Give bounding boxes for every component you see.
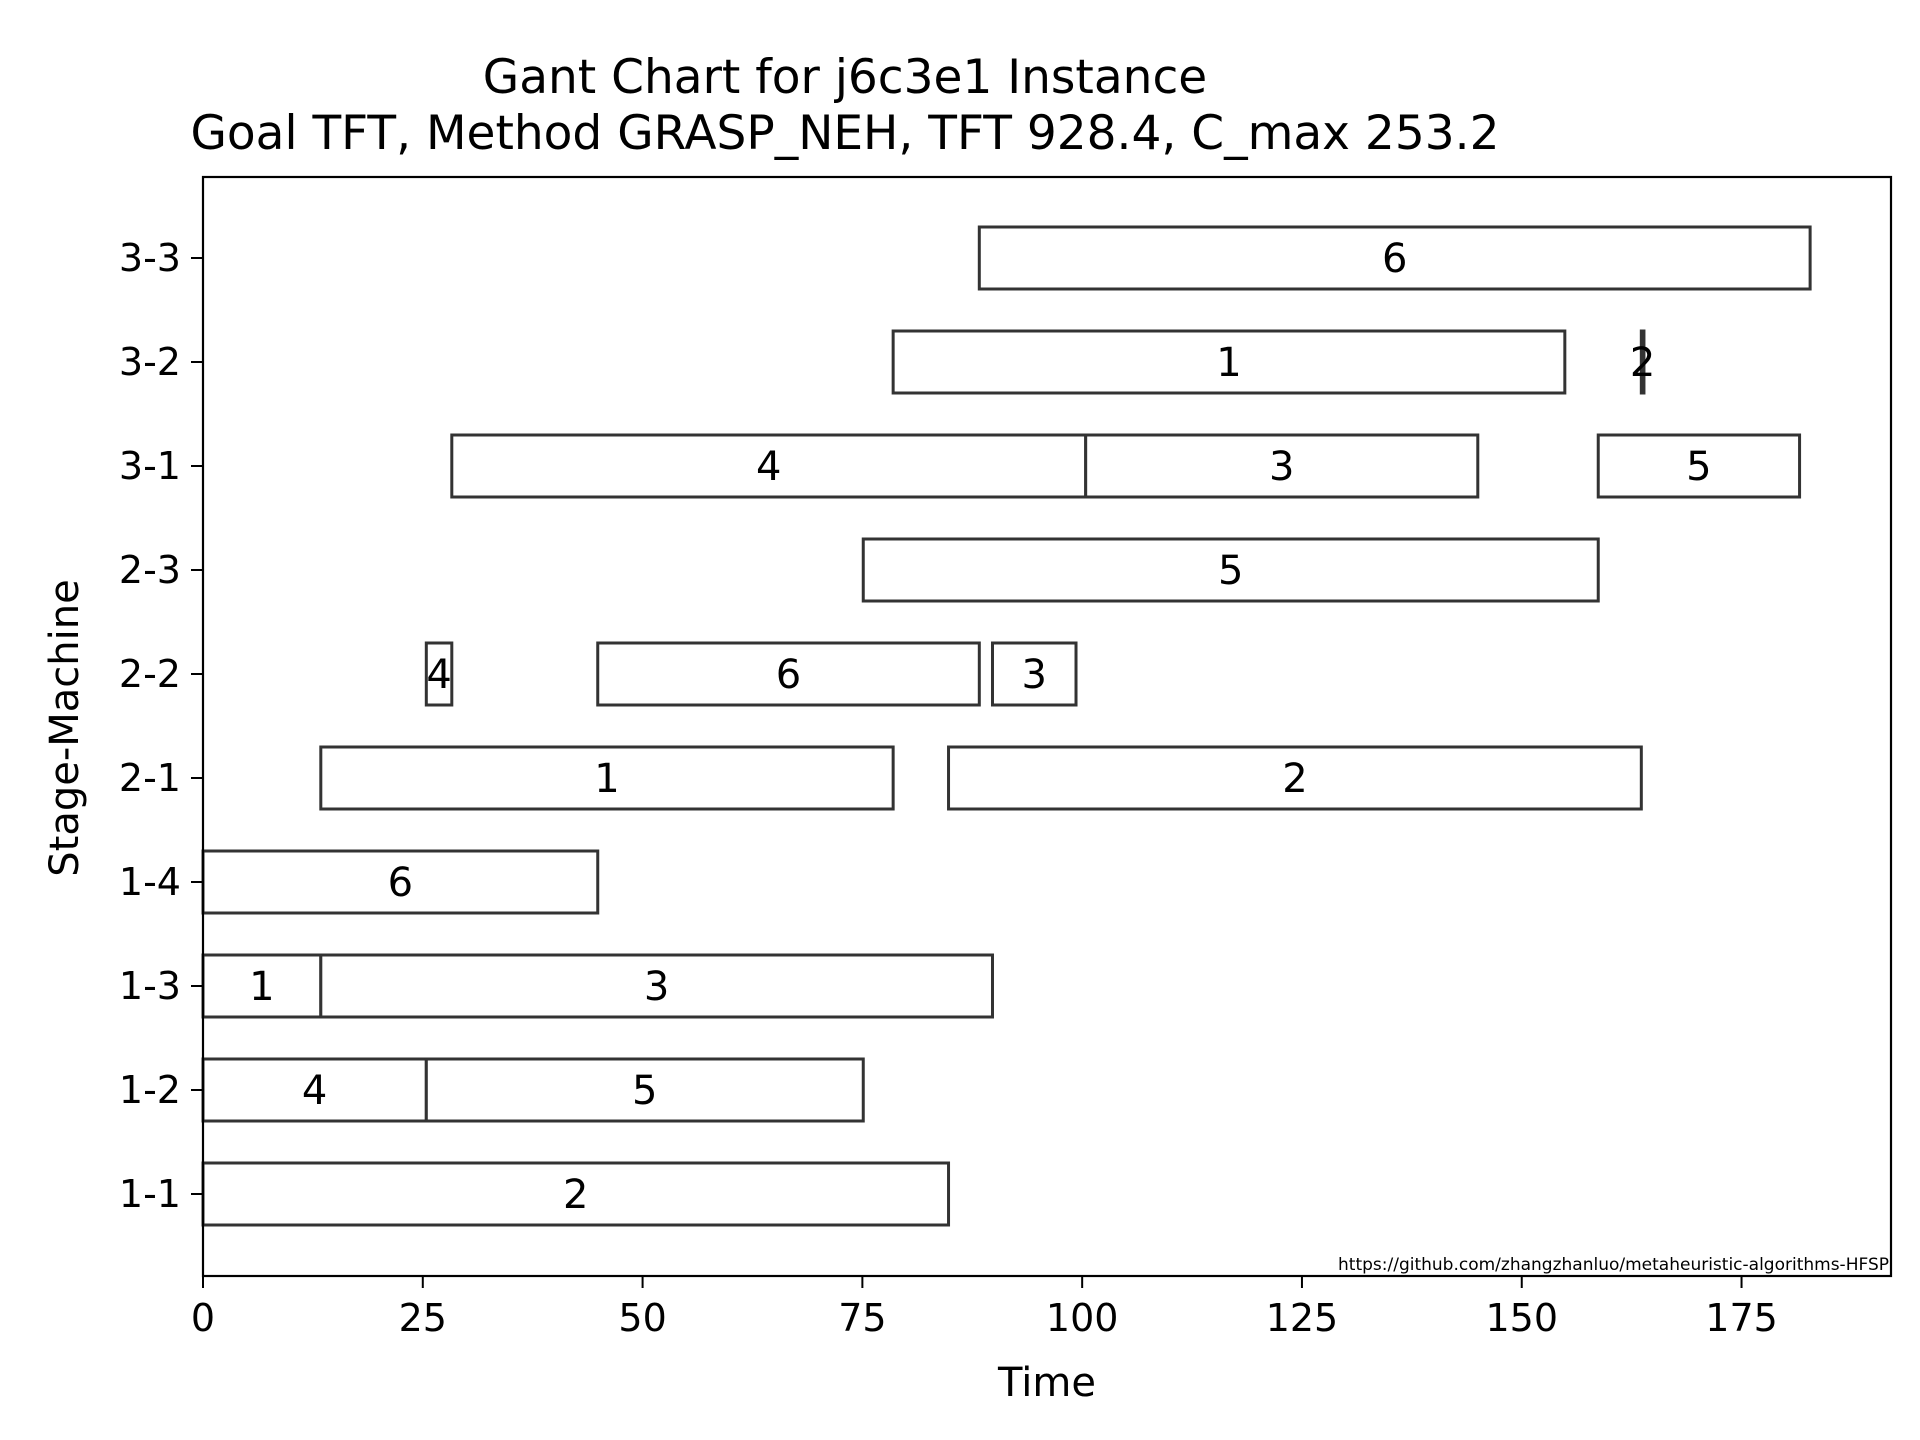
x-axis-label: Time xyxy=(997,1360,1096,1406)
task-bar-2-1-job-2: 2 xyxy=(947,745,1643,811)
task-bar-label: 6 xyxy=(1382,236,1407,282)
y-tick-label: 3-1 xyxy=(119,444,181,488)
task-bar-1-1-job-2: 2 xyxy=(201,1161,951,1227)
x-tick-label: 125 xyxy=(1266,1296,1339,1340)
task-bar-3-1-job-3: 3 xyxy=(1084,433,1480,499)
task-bar-rect xyxy=(977,225,1812,291)
task-bar-1-3-job-1: 1 xyxy=(201,953,323,1019)
y-tick-label: 1-1 xyxy=(119,1172,181,1216)
y-axis: 1-1 1-2 1-3 1-4 2-1 2-2 2-3 3-1 3-2 3-3 xyxy=(119,236,203,1216)
x-tick-label: 25 xyxy=(399,1296,447,1340)
x-tick-label: 0 xyxy=(191,1296,215,1340)
task-bar-1-3-job-3: 3 xyxy=(319,953,994,1019)
task-bar-label: 1 xyxy=(594,756,619,802)
task-bar-2-2-job-3: 3 xyxy=(990,641,1078,707)
task-bar-rect xyxy=(319,745,895,811)
task-bar-1-2-job-4: 4 xyxy=(201,1057,428,1123)
task-bar-rect xyxy=(947,745,1643,811)
task-bar-1-2-job-5: 5 xyxy=(424,1057,865,1123)
x-tick-label: 150 xyxy=(1485,1296,1558,1340)
task-bar-rect xyxy=(319,953,994,1019)
task-bar-rect xyxy=(1084,433,1480,499)
task-bar-label: 3 xyxy=(1269,444,1294,490)
task-bar-1-4-job-6: 6 xyxy=(201,849,600,915)
task-bar-label: 2 xyxy=(1630,340,1655,386)
task-bar-rect xyxy=(424,1057,865,1123)
source-annotation: https://github.com/zhangzhanluo/metaheur… xyxy=(1338,1255,1889,1275)
task-bar-rect xyxy=(596,641,981,707)
task-bar-rect xyxy=(1639,329,1646,395)
y-axis-label: Stage-Machine xyxy=(42,579,88,876)
chart-title: Gant Chart for j6c3e1 Instance xyxy=(483,50,1207,105)
y-tick-label: 3-2 xyxy=(119,340,181,384)
y-tick-label: 1-4 xyxy=(119,860,181,904)
task-bar-3-2-job-2: 2 xyxy=(1630,329,1655,395)
x-tick-label: 100 xyxy=(1046,1296,1119,1340)
task-bar-label: 2 xyxy=(563,1172,588,1218)
task-bar-label: 3 xyxy=(1022,652,1047,698)
task-bar-3-3-job-6: 6 xyxy=(977,225,1812,291)
task-bar-label: 5 xyxy=(1218,548,1243,594)
task-bar-2-3-job-5: 5 xyxy=(861,537,1600,603)
task-bar-label: 3 xyxy=(644,964,669,1010)
task-bar-rect xyxy=(990,641,1078,707)
task-bar-2-2-job-6: 6 xyxy=(596,641,981,707)
task-bar-rect xyxy=(891,329,1567,395)
plot-frame xyxy=(201,175,1893,1278)
task-bar-label: 1 xyxy=(1216,340,1241,386)
bars-layer: 2 4 5 1 3 6 1 2 4 6 3 5 4 3 5 1 2 6 xyxy=(201,225,1812,1227)
chart-subtitle: Goal TFT, Method GRASP_NEH, TFT 928.4, C… xyxy=(191,106,1500,161)
x-tick-label: 175 xyxy=(1705,1296,1778,1340)
task-bar-2-1-job-1: 1 xyxy=(319,745,895,811)
task-bar-2-2-job-4: 4 xyxy=(424,641,454,707)
task-bar-rect xyxy=(450,433,1088,499)
task-bar-label: 5 xyxy=(1686,444,1711,490)
task-bar-label: 4 xyxy=(426,652,451,698)
task-bar-rect xyxy=(1596,433,1802,499)
task-bar-label: 1 xyxy=(249,964,274,1010)
y-tick-label: 3-3 xyxy=(119,236,181,280)
task-bar-3-1-job-4: 4 xyxy=(450,433,1088,499)
task-bar-rect xyxy=(424,641,454,707)
task-bar-rect xyxy=(861,537,1600,603)
y-tick-label: 2-3 xyxy=(119,548,181,592)
task-bar-label: 5 xyxy=(632,1068,657,1114)
y-tick-label: 2-1 xyxy=(119,756,181,800)
task-bar-rect xyxy=(201,1057,428,1123)
task-bar-3-1-job-5: 5 xyxy=(1596,433,1802,499)
task-bar-label: 6 xyxy=(388,860,413,906)
task-bar-label: 2 xyxy=(1282,756,1307,802)
y-tick-label: 1-2 xyxy=(119,1068,181,1112)
task-bar-3-2-job-1: 1 xyxy=(891,329,1567,395)
task-bar-label: 6 xyxy=(776,652,801,698)
x-tick-label: 50 xyxy=(618,1296,666,1340)
task-bar-label: 4 xyxy=(756,444,781,490)
y-tick-label: 1-3 xyxy=(119,964,181,1008)
x-tick-label: 75 xyxy=(838,1296,886,1340)
task-bar-label: 4 xyxy=(302,1068,327,1114)
x-axis: 0 25 50 75 100 125 150 175 xyxy=(191,1276,1778,1340)
y-tick-label: 2-2 xyxy=(119,652,181,696)
